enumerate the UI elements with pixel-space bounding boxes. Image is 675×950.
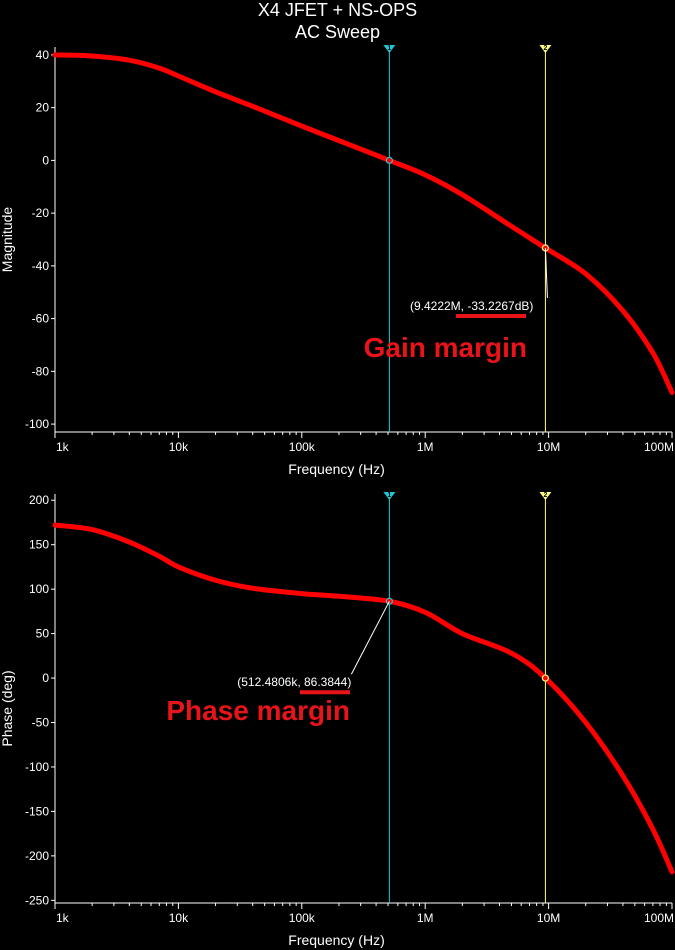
y-tick-label: -100	[25, 760, 49, 774]
annotation-leader	[544, 247, 548, 299]
x-tick-label: 10k	[169, 911, 189, 925]
cursor-marker-point	[385, 597, 393, 605]
chart-subtitle: AC Sweep	[294, 22, 381, 42]
y-tick-label: 200	[29, 493, 49, 507]
y-tick-label: -50	[32, 716, 50, 730]
response-curve	[52, 52, 675, 395]
x-tick-label: 10k	[169, 440, 189, 454]
cursor-2-label: 2	[543, 45, 547, 52]
response-curve	[52, 522, 675, 875]
cursor-1-flag	[383, 492, 396, 500]
y-tick-label: 0	[42, 153, 49, 167]
y-tick-label: -60	[32, 312, 50, 326]
y-tick-label: -100	[25, 417, 49, 431]
y-tick-label: -20	[32, 206, 50, 220]
cursor-readout: (512.4806k, 86.3844)	[237, 675, 351, 689]
y-tick-label: 40	[36, 48, 50, 62]
x-axis-label: Frequency (Hz)	[288, 932, 384, 948]
x-tick-label: 1k	[56, 440, 70, 454]
cursor-1-flag	[383, 45, 396, 53]
x-tick-label: 10M	[537, 440, 560, 454]
x-axis-label: Frequency (Hz)	[288, 461, 384, 477]
cursor-2-flag	[539, 45, 552, 53]
y-tick-label: 150	[29, 538, 49, 552]
cursor-readout: (9.4222M, -33.2267dB)	[410, 299, 533, 313]
chart-title: X4 JFET + NS-OPS	[257, 0, 418, 20]
y-tick-label: 0	[42, 671, 49, 685]
cursor-marker-point	[541, 674, 550, 682]
phase-plot: 200 150 100 50 0 -50 -100 -150 -200 -250 1k 10k 100k…	[0, 492, 675, 948]
magnitude-plot: 40 20 0 -20 -40 -60 -80 -100 1k 10k 100k 1M 10M 100M F…	[0, 45, 675, 477]
x-tick-label: 1k	[56, 911, 70, 925]
gain-margin-callout: Gain margin	[364, 332, 527, 363]
x-tick-label: 100M	[644, 440, 674, 454]
y-axis-label: Magnitude	[0, 207, 15, 273]
cursor-2-flag	[539, 492, 552, 500]
y-tick-label: -250	[25, 893, 49, 907]
x-tick-label: 10M	[537, 911, 560, 925]
x-tick-label: 1M	[417, 911, 434, 925]
annotation-leader	[350, 601, 390, 675]
y-tick-label: 20	[36, 101, 50, 115]
x-tick-label: 100k	[289, 911, 316, 925]
cursor-marker-point	[385, 156, 393, 164]
cursor-1-label: 1	[387, 492, 391, 499]
y-tick-label: -40	[32, 259, 50, 273]
y-tick-label: 100	[29, 582, 49, 596]
x-tick-label: 100k	[289, 440, 316, 454]
y-tick-label: -150	[25, 804, 49, 818]
x-tick-label: 1M	[417, 440, 434, 454]
x-tick-label: 100M	[644, 911, 674, 925]
y-tick-label: -80	[32, 364, 50, 378]
cursor-2-label: 2	[543, 492, 547, 499]
y-tick-label: -200	[25, 849, 49, 863]
y-axis-label: Phase (deg)	[0, 670, 15, 746]
y-tick-label: 50	[36, 627, 50, 641]
phase-margin-callout: Phase margin	[166, 695, 350, 726]
cursor-1-label: 1	[387, 45, 391, 52]
